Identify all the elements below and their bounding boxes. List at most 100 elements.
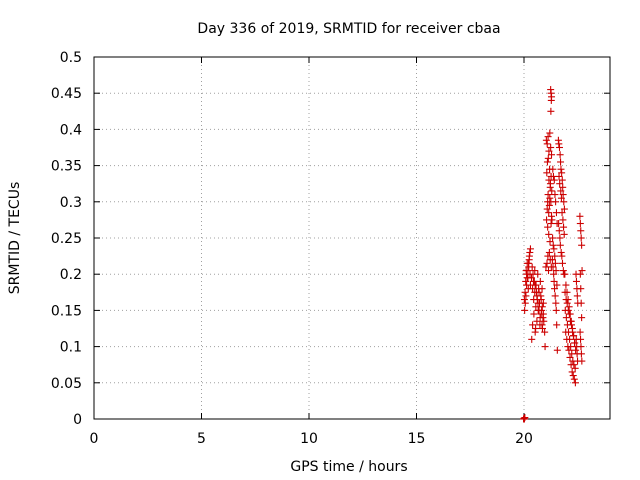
data-point xyxy=(533,296,541,304)
data-point xyxy=(541,343,549,351)
data-point xyxy=(573,292,581,300)
grid-layer xyxy=(94,57,610,419)
data-point xyxy=(568,368,576,376)
data-point xyxy=(578,267,586,275)
data-point xyxy=(551,285,559,293)
data-point xyxy=(548,216,556,224)
data-point xyxy=(572,346,580,354)
data-point xyxy=(549,263,557,271)
x-tick-label: 10 xyxy=(300,431,318,447)
data-point xyxy=(565,346,573,354)
data-point xyxy=(555,220,563,228)
y-tick-label: 0.3 xyxy=(60,195,82,211)
data-point xyxy=(543,158,551,166)
data-point xyxy=(521,306,529,314)
data-point xyxy=(577,234,585,242)
data-point xyxy=(545,267,553,275)
data-point xyxy=(560,223,568,231)
data-point xyxy=(559,267,567,275)
data-point xyxy=(559,183,567,191)
data-point xyxy=(548,151,556,159)
x-tick-label: 15 xyxy=(408,431,426,447)
data-point xyxy=(544,191,552,199)
y-axis-label: SRMTID / TECUs xyxy=(7,182,23,295)
data-point xyxy=(545,147,553,155)
x-tick-label: 0 xyxy=(90,431,99,447)
y-tick-label: 0.4 xyxy=(60,122,82,138)
data-point xyxy=(550,270,558,278)
y-tick-label: 0.15 xyxy=(51,303,82,319)
data-point xyxy=(535,306,543,314)
data-point xyxy=(557,194,565,202)
data-point xyxy=(564,343,572,351)
data-point xyxy=(537,310,545,318)
data-point xyxy=(577,285,585,293)
data-point xyxy=(576,270,584,278)
data-point xyxy=(538,303,546,311)
data-point xyxy=(569,328,577,336)
data-point xyxy=(560,198,568,206)
data-point xyxy=(551,259,559,267)
data-point xyxy=(545,230,553,238)
data-point xyxy=(543,140,551,148)
data-point xyxy=(561,270,569,278)
data-point xyxy=(556,180,564,188)
points-layer xyxy=(520,86,586,423)
data-point xyxy=(539,314,547,322)
data-point xyxy=(568,321,576,329)
data-point xyxy=(528,335,536,343)
data-point xyxy=(529,321,537,329)
data-point xyxy=(578,241,586,249)
data-point xyxy=(534,270,542,278)
y-tick-label: 0.25 xyxy=(51,231,82,247)
data-point xyxy=(572,277,580,285)
data-point xyxy=(542,136,550,144)
y-tick-label: 0 xyxy=(73,412,82,428)
data-point xyxy=(558,209,566,217)
data-point xyxy=(521,288,529,296)
data-point xyxy=(538,285,546,293)
data-point xyxy=(552,267,560,275)
data-point xyxy=(570,332,578,340)
data-point xyxy=(540,317,548,325)
data-point xyxy=(562,281,570,289)
data-point xyxy=(556,151,564,159)
data-point xyxy=(535,288,543,296)
data-point xyxy=(565,310,573,318)
data-point xyxy=(524,267,532,275)
data-point xyxy=(522,277,530,285)
y-tick-label: 0.45 xyxy=(51,86,82,102)
data-point xyxy=(549,241,557,249)
data-point xyxy=(552,306,560,314)
data-point xyxy=(525,259,533,267)
data-point xyxy=(545,209,553,217)
y-tick-label: 0.5 xyxy=(60,50,82,66)
data-point xyxy=(549,234,557,242)
data-point xyxy=(536,277,544,285)
data-point xyxy=(576,212,584,220)
data-point xyxy=(569,372,577,380)
data-point xyxy=(544,252,552,260)
plot-border xyxy=(93,56,611,420)
data-point xyxy=(578,314,586,322)
data-point xyxy=(557,248,565,256)
data-point xyxy=(525,256,533,264)
data-point xyxy=(521,414,529,422)
data-point xyxy=(558,252,566,260)
x-axis-label: GPS time / hours xyxy=(290,459,407,475)
data-point xyxy=(567,361,575,369)
data-point xyxy=(571,339,579,347)
data-point xyxy=(550,176,558,184)
data-point xyxy=(577,343,585,351)
data-point xyxy=(563,335,571,343)
data-point xyxy=(543,205,551,213)
data-point xyxy=(576,328,584,336)
data-point xyxy=(528,274,536,282)
data-point xyxy=(577,227,585,235)
data-point xyxy=(555,172,563,180)
data-point xyxy=(538,321,546,329)
data-point xyxy=(521,299,529,307)
data-point xyxy=(522,292,530,300)
chart-title: Day 336 of 2019, SRMTID for receiver cba… xyxy=(197,21,500,37)
